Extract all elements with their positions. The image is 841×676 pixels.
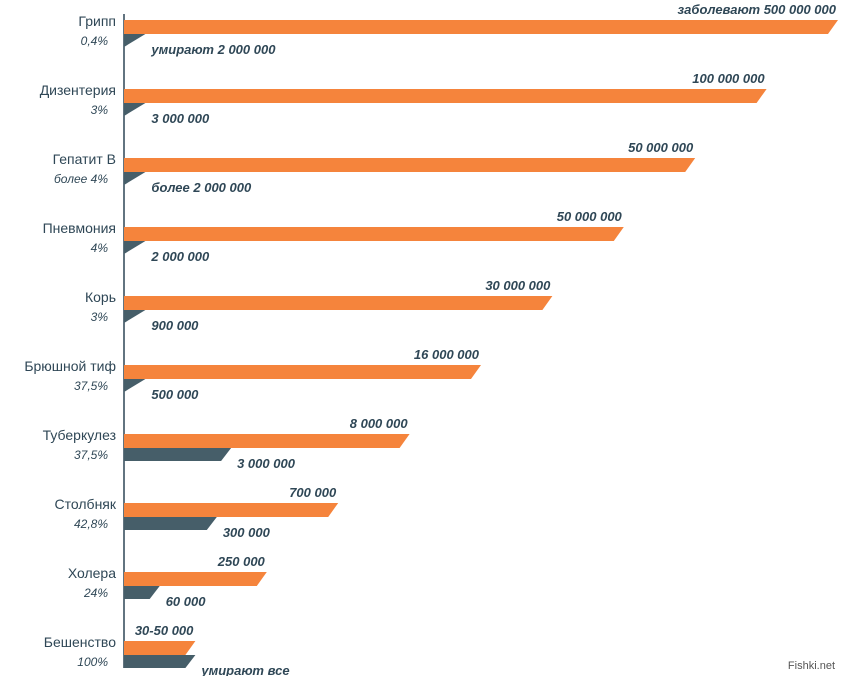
deaths-value-label: 2 000 000 (150, 249, 210, 264)
cases-value-label: 8 000 000 (350, 416, 409, 431)
deaths-bar (124, 310, 146, 323)
category-label: Дизентерия (40, 82, 116, 98)
mortality-rate-label: 37,5% (74, 379, 108, 393)
cases-bar (124, 227, 624, 241)
deaths-value-label: более 2 000 000 (151, 180, 252, 195)
cases-bar (124, 89, 767, 103)
cases-bar (124, 641, 196, 655)
cases-value-label: 100 000 000 (692, 71, 765, 86)
category-label: Корь (85, 289, 116, 305)
deaths-bar (124, 379, 146, 392)
deaths-value-label: 300 000 (223, 525, 271, 540)
deaths-bar (124, 34, 146, 47)
deaths-value-label: умирают все (200, 663, 289, 676)
cases-value-label: 250 000 (217, 554, 266, 569)
cases-value-label: 50 000 000 (557, 209, 623, 224)
cases-bar (124, 158, 696, 172)
category-label: Грипп (78, 13, 116, 29)
mortality-rate-label: 4% (91, 241, 109, 255)
cases-value-label: 16 000 000 (414, 347, 480, 362)
deaths-bar (124, 172, 146, 185)
deaths-value-label: 900 000 (151, 318, 199, 333)
category-label: Пневмония (43, 220, 116, 236)
cases-value-label: 700 000 (289, 485, 337, 500)
mortality-rate-label: 37,5% (74, 448, 108, 462)
mortality-rate-label: 0,4% (81, 34, 109, 48)
deaths-bar (124, 103, 146, 116)
cases-bar (124, 503, 339, 517)
deaths-value-label: 3 000 000 (151, 111, 210, 126)
category-label: Туберкулез (43, 427, 116, 443)
cases-value-label: заболевают 500 000 000 (678, 2, 837, 17)
category-label: Брюшной тиф (24, 358, 116, 374)
cases-bar (124, 434, 410, 448)
cases-value-label: 30 000 000 (485, 278, 551, 293)
category-label: Гепатит В (53, 151, 116, 167)
category-label: Холера (68, 565, 116, 581)
deaths-bar (124, 655, 196, 668)
deaths-bar (124, 241, 146, 254)
mortality-rate-label: 3% (91, 103, 109, 117)
mortality-rate-label: 24% (83, 586, 108, 600)
cases-bar (124, 572, 267, 586)
mortality-rate-label: 100% (77, 655, 108, 669)
mortality-rate-label: более 4% (54, 172, 108, 186)
deaths-bar (124, 586, 160, 599)
mortality-rate-label: 42,8% (74, 517, 108, 531)
deaths-bar (124, 517, 217, 530)
deaths-value-label: 60 000 (166, 594, 207, 609)
watermark: Fishki.net (787, 660, 835, 672)
cases-bar (124, 365, 481, 379)
deaths-value-label: 3 000 000 (237, 456, 296, 471)
cases-bar (124, 296, 553, 310)
deaths-value-label: умирают 2 000 000 (150, 42, 276, 57)
mortality-rate-label: 3% (91, 310, 109, 324)
cases-value-label: 50 000 000 (628, 140, 694, 155)
cases-bar (124, 20, 838, 34)
deaths-value-label: 500 000 (151, 387, 199, 402)
deaths-bar (124, 448, 232, 461)
category-label: Столбняк (55, 496, 117, 512)
category-label: Бешенство (44, 634, 116, 650)
cases-value-label: 30-50 000 (135, 623, 194, 638)
